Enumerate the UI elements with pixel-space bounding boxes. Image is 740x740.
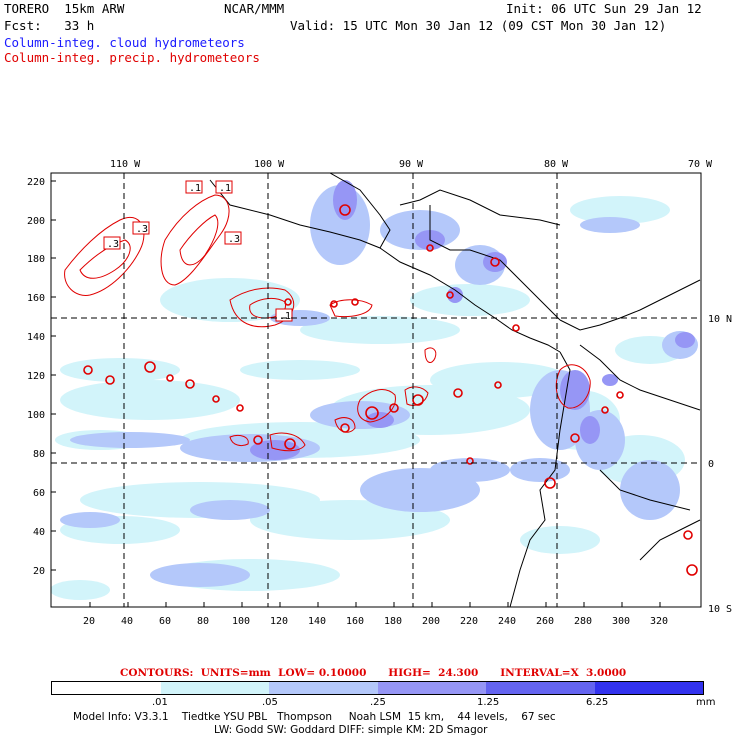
x-tick-label: 280 xyxy=(574,616,592,627)
x-tick-label: 320 xyxy=(650,616,668,627)
lat-label-10s: 10 S xyxy=(708,604,732,615)
colorbar-label: .05 xyxy=(262,697,278,708)
y-tick-label: 160 xyxy=(27,293,45,304)
cloud-shading-dark xyxy=(250,180,695,460)
y-tick-label: 140 xyxy=(27,332,45,343)
precip-contours xyxy=(64,194,591,452)
x-tick-label: 60 xyxy=(159,616,171,627)
colorbar-segment xyxy=(52,682,161,694)
colorbar-segment xyxy=(269,682,378,694)
y-tick-label: 60 xyxy=(33,488,45,499)
colorbar-label: .01 xyxy=(152,697,168,708)
y-tick-label: 220 xyxy=(27,177,45,188)
model-title: TORERO 15km ARW xyxy=(4,1,125,16)
x-tick-label: 40 xyxy=(121,616,133,627)
y-tick-label: 100 xyxy=(27,410,45,421)
x-tick-label: 120 xyxy=(270,616,288,627)
colorbar-label: 1.25 xyxy=(477,697,500,708)
field-precip-label: Column-integ. precip. hydrometeors xyxy=(4,50,260,65)
frame-ticks xyxy=(51,180,661,607)
lon-label-70w: 70 W xyxy=(688,159,713,170)
x-tick-label: 200 xyxy=(422,616,440,627)
colorbar-units: mm xyxy=(696,697,716,708)
y-tick-label: 120 xyxy=(27,371,45,382)
org-label: NCAR/MMM xyxy=(224,1,285,16)
lat-label-10n: 10 N xyxy=(708,314,732,325)
field-cloud-label: Column-integ. cloud hydrometeors xyxy=(4,35,245,50)
y-tick-label: 80 xyxy=(33,449,45,460)
contour-label-boxes: .1 .1 .3 .3 .3 .1 xyxy=(103,180,293,322)
lon-label-80w: 80 W xyxy=(544,159,569,170)
coastlines xyxy=(209,173,701,607)
contour-label: .3 xyxy=(136,224,148,235)
lon-label-100w: 100 W xyxy=(254,159,285,170)
plot-frame xyxy=(50,172,702,608)
x-tick-label: 20 xyxy=(83,616,95,627)
lon-label-90w: 90 W xyxy=(399,159,424,170)
colorbar xyxy=(51,681,704,695)
x-tick-label: 300 xyxy=(612,616,630,627)
x-tick-label: 140 xyxy=(308,616,326,627)
left-grid-labels: 220 200 180 160 140 120 100 80 60 40 20 xyxy=(27,177,45,577)
cloud-shading-light xyxy=(51,196,685,600)
colorbar-segment xyxy=(377,682,486,694)
precip-cells xyxy=(83,204,698,576)
x-tick-label: 80 xyxy=(197,616,209,627)
x-tick-label: 180 xyxy=(384,616,402,627)
y-tick-label: 40 xyxy=(33,527,45,538)
contour-label: .1 xyxy=(279,311,291,322)
contour-info: CONTOURS: UNITS=mm LOW= 0.10000 HIGH= 24… xyxy=(120,667,627,679)
x-tick-label: 100 xyxy=(232,616,250,627)
lat-label-0: 0 xyxy=(708,459,714,470)
contour-label: .1 xyxy=(219,183,231,194)
x-tick-label: 240 xyxy=(498,616,516,627)
forecast-hour: Fcst: 33 h xyxy=(4,18,95,33)
graticule xyxy=(51,173,701,607)
valid-time: Valid: 15 UTC Mon 30 Jan 12 (09 CST Mon … xyxy=(290,18,667,33)
x-tick-label: 260 xyxy=(536,616,554,627)
bottom-grid-labels: 20 40 60 80 100 120 140 160 180 200 220 … xyxy=(83,616,668,627)
contour-label: .3 xyxy=(228,234,240,245)
colorbar-label: .25 xyxy=(370,697,386,708)
model-info-line2: LW: Godd SW: Goddard DIFF: simple KM: 2D… xyxy=(214,724,488,736)
x-tick-label: 160 xyxy=(346,616,364,627)
init-time: Init: 06 UTC Sun 29 Jan 12 xyxy=(506,1,702,16)
lon-label-110w: 110 W xyxy=(110,159,141,170)
contour-label: .1 xyxy=(189,183,201,194)
colorbar-segment xyxy=(160,682,269,694)
y-tick-label: 200 xyxy=(27,216,45,227)
y-tick-label: 180 xyxy=(27,254,45,265)
colorbar-label: 6.25 xyxy=(586,697,609,708)
colorbar-segment xyxy=(486,682,595,694)
field-layer: .1 .1 .3 .3 .3 .1 xyxy=(51,173,701,607)
model-info-line1: Model Info: V3.3.1 Tiedtke YSU PBL Thomp… xyxy=(73,711,556,723)
x-tick-label: 220 xyxy=(460,616,478,627)
colorbar-segment xyxy=(594,682,703,694)
y-tick-label: 20 xyxy=(33,566,45,577)
contour-label: .3 xyxy=(107,239,119,250)
